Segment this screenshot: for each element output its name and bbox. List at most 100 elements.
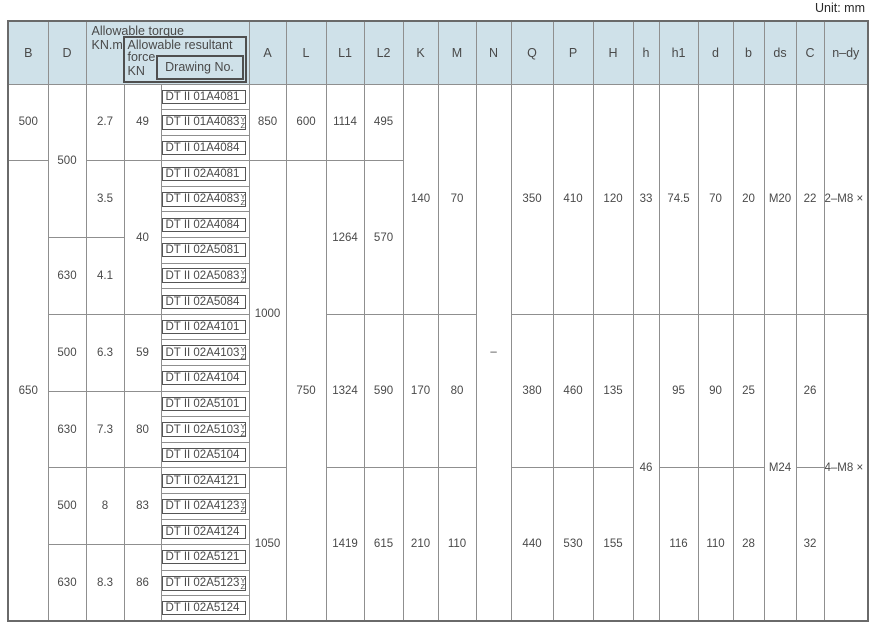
table-row: DT II 02A4104: [8, 365, 868, 392]
cell-P: 530: [552, 467, 594, 622]
header-allowable-torque: Allowable torque: [91, 24, 184, 38]
drawing-no-text: DT II 02A4101: [165, 321, 240, 334]
header-row: B D Allowable torque KN.m Allowable resu…: [7, 20, 869, 85]
header-resultant-force-box: Allowable resultant force KN Drawing No.: [122, 36, 247, 83]
drawing-no-text: DT II 01A4084: [165, 141, 240, 154]
drawing-no-text: DT II 02A5103: [165, 423, 240, 436]
cell-torque: 8: [85, 467, 125, 546]
header-K: K: [402, 20, 439, 85]
table-row: DT II 02A4123 Y Z: [8, 493, 868, 520]
cell-torque: 7.3: [85, 390, 125, 469]
drawing-no-text: DT II 02A5123: [165, 577, 240, 590]
cell-M: 80: [437, 313, 477, 469]
cell-D: 630: [47, 237, 87, 315]
cell-D: 500: [47, 313, 87, 392]
drawing-no-box: DT II 01A4083 Y Z: [162, 114, 246, 131]
table-row: DT II 02A5104: [8, 441, 868, 469]
drawing-no-text: DT II 02A4083: [165, 193, 240, 206]
drawing-no-box: DT II 02A4103 Y Z: [162, 345, 246, 361]
cell-K: 170: [402, 313, 439, 469]
drawing-no-box: DT II 02A4123 Y Z: [162, 498, 246, 514]
cell-h1: 116: [658, 467, 699, 622]
header-torque-group: Allowable torque KN.m Allowable resultan…: [85, 20, 250, 85]
table-row: DT II 02A4084: [8, 211, 868, 239]
header-resultant-force: Allowable resultant force: [127, 38, 233, 64]
unit-label: Unit: mm: [815, 1, 865, 15]
drawing-no-text: DT II 02A4103: [165, 346, 240, 359]
cell-N: –: [475, 83, 512, 622]
drawing-no-box: DT II 02A4101: [162, 320, 246, 335]
drawing-no-text: DT II 02A5124: [165, 602, 240, 615]
cell-drawing: DT II 02A4103 Y Z: [160, 339, 250, 367]
drawing-no-box: DT II 02A5103 Y Z: [162, 422, 246, 438]
cell-D: 500: [47, 83, 87, 239]
cell-K: 210: [402, 467, 439, 622]
table-row: DT II 01A4084: [8, 134, 868, 162]
cell-Q: 440: [510, 467, 554, 622]
spec-table: B D Allowable torque KN.m Allowable resu…: [7, 20, 869, 623]
cell-L1: 1419: [325, 467, 365, 622]
cell-drawing: DT II 02A5101: [160, 390, 250, 418]
cell-drawing: DT II 01A4081: [160, 83, 250, 111]
cell-h: 33: [632, 83, 660, 315]
drawing-no-text: DT II 02A4104: [165, 372, 240, 385]
cell-drawing: DT II 01A4083 Y Z: [160, 109, 250, 136]
cell-B: 650: [7, 160, 49, 622]
cell-L: 750: [285, 160, 327, 622]
cell-L2: 495: [363, 83, 404, 162]
cell-C: 22: [795, 83, 825, 315]
cell-A: 1000: [248, 160, 287, 469]
cell-drawing: DT II 02A4101: [160, 313, 250, 341]
cell-b: 25: [732, 313, 765, 469]
header-A: A: [248, 20, 287, 85]
cell-ds: M20: [763, 83, 797, 315]
cell-drawing: DT II 02A4123 Y Z: [160, 493, 250, 520]
cell-D: 630: [47, 390, 87, 469]
cell-D: 630: [47, 544, 87, 622]
table-row: 630 8.3 86 DT II 02A5121: [8, 544, 868, 622]
cell-force: 80: [123, 390, 162, 469]
cell-P: 410: [552, 83, 594, 315]
cell-h1: 95: [658, 313, 699, 469]
cell-force: 83: [123, 467, 162, 546]
drawing-no-box: DT II 02A5104: [162, 448, 246, 463]
cell-torque: 2.7: [85, 83, 125, 162]
header-Q: Q: [510, 20, 554, 85]
drawing-no-box: DT II 02A5123 Y Z: [162, 575, 246, 592]
table-row: 630 7.3 80 DT II 02A5101: [8, 390, 868, 469]
drawing-no-text: DT II 02A5084: [165, 295, 240, 308]
table-row: 650 3.5 40 DT II 02A4081 1000 750 1264 570: [7, 160, 868, 622]
cell-B: 500: [7, 83, 49, 162]
drawing-no-text: DT II 02A4084: [165, 218, 240, 231]
cell-K: 140: [402, 83, 439, 315]
header-ds: ds: [763, 20, 797, 85]
cell-drawing: DT II 02A4121: [160, 467, 250, 494]
cell-H: 155: [592, 467, 634, 622]
cell-ndy: 4–M8 × 1: [823, 313, 869, 622]
cell-drawing: DT II 02A5123 Y Z: [160, 569, 250, 597]
cell-L1: 1114: [325, 83, 365, 162]
drawing-no-text: DT II 02A5104: [165, 449, 240, 462]
cell-ndy: 2–M8 × 1: [823, 83, 869, 315]
cell-D: 500: [47, 467, 87, 546]
drawing-no-box: DT II 02A5084: [162, 294, 246, 309]
drawing-no-text: DT II 02A5121: [165, 551, 240, 564]
header-force-unit: KN: [127, 63, 145, 78]
drawing-no-box: DT II 01A4084: [162, 140, 246, 155]
table-row: 500 6.3 59 DT II 02A4101 1324 590 170 80 380 460 1…: [8, 313, 869, 622]
cell-drawing: DT II 02A5104: [160, 441, 250, 469]
cell-drawing: DT II 02A4084: [160, 211, 250, 239]
table-row: DT II 02A5124: [8, 595, 868, 622]
cell-drawing: DT II 02A5103 Y Z: [160, 416, 250, 443]
cell-force: 59: [123, 313, 162, 392]
table-row: DT II 01A4083 Y Z: [8, 109, 868, 136]
table-row: DT II 02A5123 Y Z: [8, 569, 868, 597]
cell-torque: 6.3: [85, 313, 125, 392]
cell-drawing: DT II 02A4104: [160, 365, 250, 392]
cell-L2: 570: [363, 160, 404, 315]
table-header: B D Allowable torque KN.m Allowable resu…: [7, 20, 869, 85]
